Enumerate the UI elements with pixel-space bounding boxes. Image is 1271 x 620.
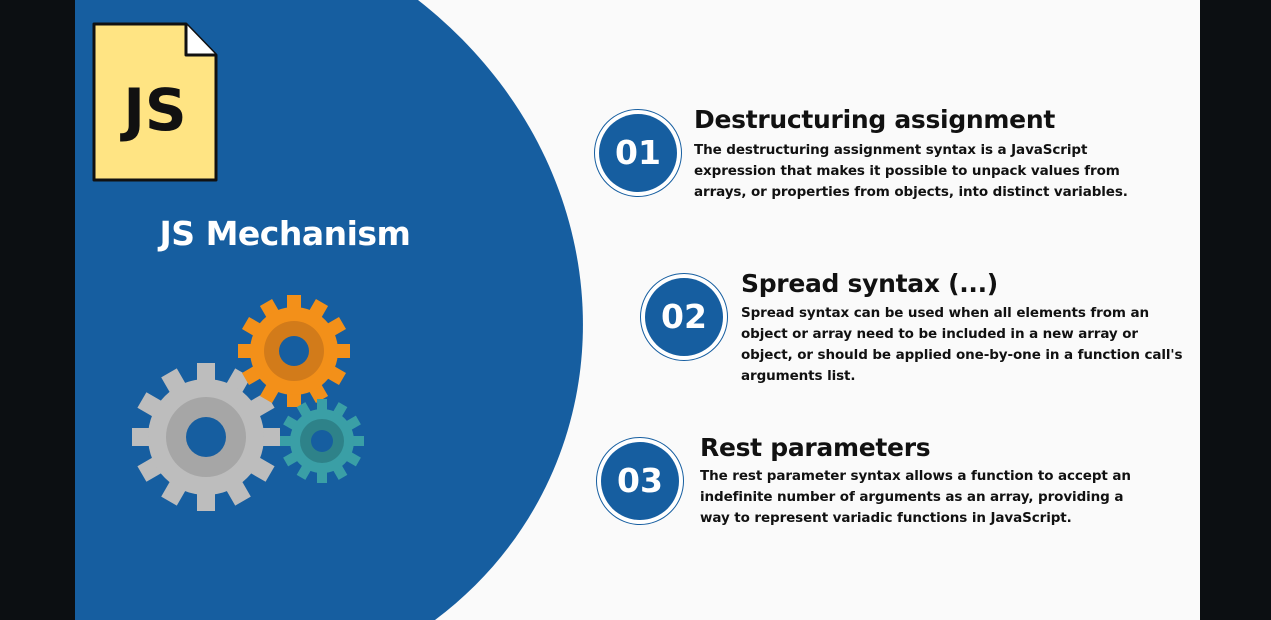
step-3-description: The rest parameter syntax allows a funct… [700, 468, 1131, 526]
js-file-icon-label: JS [119, 76, 186, 144]
step-3-badge: 03 [596, 437, 684, 525]
gears-icon [132, 295, 364, 511]
step-3-number: 03 [601, 442, 679, 520]
step-2-description: Spread syntax can be used when all eleme… [741, 305, 1183, 384]
step-2-title: Spread syntax (...) [741, 269, 998, 298]
step-1-number: 01 [599, 114, 677, 192]
main-title: JS Mechanism [159, 214, 411, 253]
step-1-title: Destructuring assignment [694, 105, 1055, 134]
infographic-slide: JS JS Mechanism [75, 0, 1200, 620]
step-2-number: 02 [645, 278, 723, 356]
js-file-icon: JS [92, 22, 218, 182]
step-1-badge: 01 [594, 109, 682, 197]
step-2-badge: 02 [640, 273, 728, 361]
step-1-description: The destructuring assignment syntax is a… [694, 142, 1128, 200]
step-3-title: Rest parameters [700, 433, 931, 462]
